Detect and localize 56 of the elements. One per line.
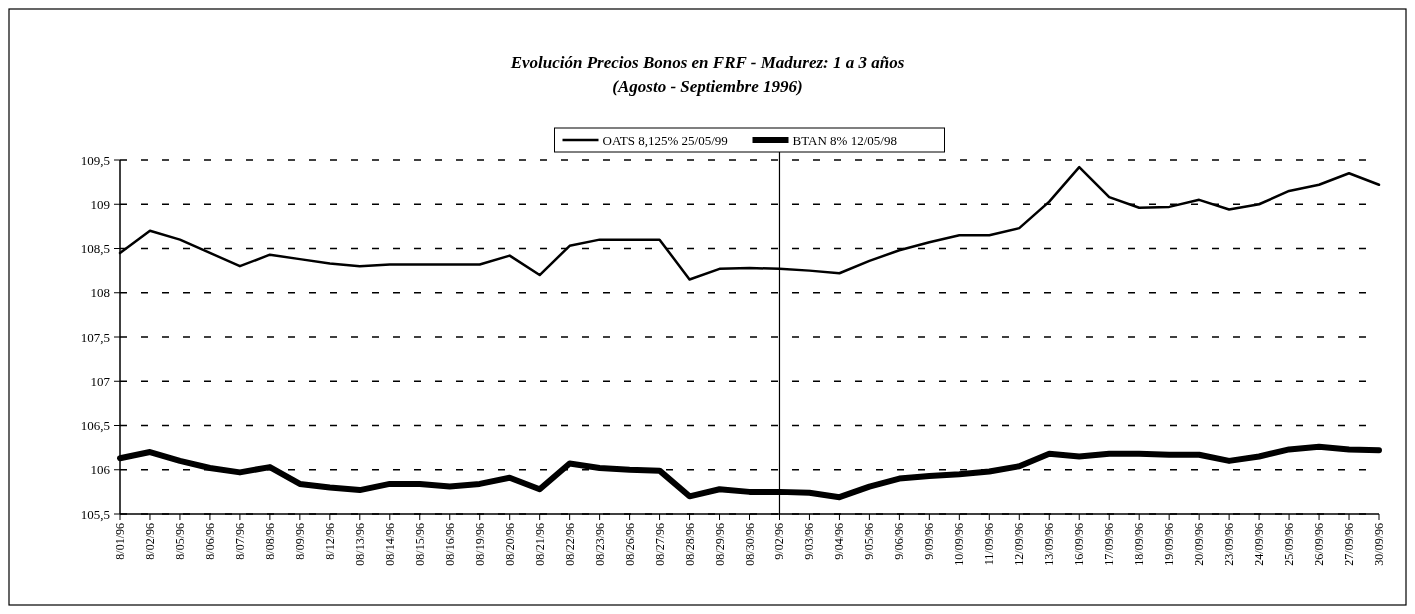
x-tick-label: 20/09/96 [1192,523,1207,566]
x-tick-label: 8/01/96 [113,523,127,560]
chart-title: Evolución Precios Bonos en FRF - Madurez: 1 a 3 años [509,53,905,72]
y-tick-label: 109 [90,196,110,212]
x-tick-label: 8/02/96 [142,523,157,560]
x-tick-label: 08/27/96 [652,523,667,566]
x-tick-label: 08/29/96 [712,523,727,566]
x-tick-label: 08/28/96 [682,523,697,566]
y-tick-label: 106 [90,462,111,478]
y-tick-label: 108 [90,285,110,301]
legend-label: OATS 8,125% 25/05/99 [602,132,728,148]
x-tick-label: 12/09/96 [1012,523,1027,566]
x-tick-label: 08/22/96 [562,523,577,566]
x-tick-label: 9/06/96 [892,523,907,560]
x-tick-label: 08/13/96 [352,523,367,566]
legend-label: BTAN 8% 12/05/98 [792,132,897,148]
x-tick-label: 13/09/96 [1042,523,1057,566]
x-tick-label: 08/16/96 [442,523,457,566]
x-tick-label: 8/08/96 [262,523,277,560]
y-tick-label: 105,5 [80,506,110,522]
x-tick-label: 25/09/96 [1282,523,1297,566]
x-tick-label: 08/23/96 [592,523,607,566]
x-tick-label: 10/09/96 [952,523,967,566]
x-tick-label: 08/21/96 [532,523,547,566]
x-tick-label: 08/15/96 [412,523,427,566]
x-tick-label: 9/09/96 [922,523,937,560]
x-tick-label: 24/09/96 [1252,523,1267,566]
x-tick-label: 30/09/96 [1372,523,1386,566]
y-tick-label: 108,5 [80,241,110,257]
x-tick-label: 9/05/96 [862,523,877,560]
x-tick-label: 9/04/96 [832,523,847,560]
x-tick-label: 08/19/96 [472,523,487,566]
x-tick-label: 8/07/96 [232,523,247,560]
y-tick-label: 107,5 [80,329,110,345]
x-tick-label: 9/02/96 [772,523,787,560]
x-tick-label: 8/06/96 [202,523,217,560]
x-tick-label: 26/09/96 [1312,523,1327,566]
x-tick-label: 27/09/96 [1342,523,1357,566]
x-tick-label: 08/14/96 [382,523,397,566]
x-tick-label: 08/26/96 [622,523,637,566]
x-tick-label: 08/30/96 [742,523,757,566]
y-tick-label: 109,5 [80,152,110,168]
y-tick-label: 106,5 [80,418,110,434]
chart-subtitle: (Agosto - Septiembre 1996) [612,77,803,96]
x-tick-label: 19/09/96 [1162,523,1177,566]
x-tick-label: 08/20/96 [502,523,517,566]
x-tick-label: 8/05/96 [172,523,187,560]
x-tick-label: 23/09/96 [1222,523,1237,566]
x-tick-label: 17/09/96 [1102,523,1117,566]
y-tick-label: 107 [90,373,111,389]
x-tick-label: 16/09/96 [1072,523,1087,566]
x-tick-label: 18/09/96 [1132,523,1147,566]
x-tick-label: 8/12/96 [322,523,337,560]
x-tick-label: 8/09/96 [292,523,307,560]
x-tick-label: 11/09/96 [982,523,997,566]
x-tick-label: 9/03/96 [802,523,817,560]
